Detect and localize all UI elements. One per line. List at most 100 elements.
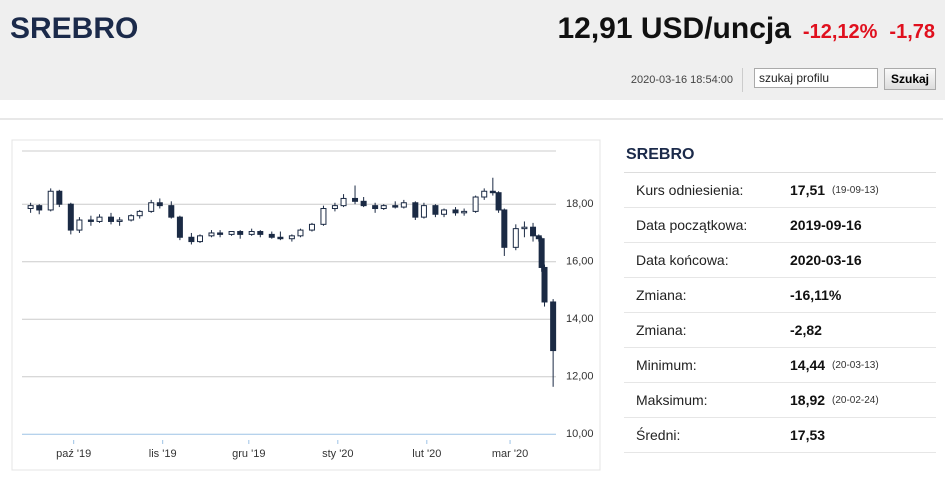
- separator: [742, 68, 743, 92]
- stats-date: (20-02-24): [832, 395, 879, 406]
- x-tick-label: lut '20: [412, 448, 441, 460]
- stats-row: Data początkowa: 2019-09-16: [624, 208, 936, 243]
- candle-body: [412, 202, 419, 218]
- y-tick-label: 16,00: [566, 256, 594, 268]
- candle-body: [197, 235, 203, 243]
- stats-date: (20-03-13): [832, 360, 879, 371]
- stats-label: Zmiana:: [636, 322, 687, 338]
- x-tick-label: lis '19: [149, 448, 177, 460]
- change-abs: -1,78: [889, 21, 935, 43]
- candle-body: [521, 226, 528, 230]
- candle-body: [452, 209, 459, 214]
- stats-date: (19-09-13): [832, 185, 879, 196]
- candle-body: [441, 209, 448, 215]
- candle-body: [472, 196, 479, 212]
- stats-value: 17,53: [790, 427, 826, 443]
- candle-body: [297, 229, 304, 237]
- y-tick-label: 14,00: [566, 313, 594, 325]
- candle-body: [248, 231, 255, 235]
- stats-panel: SREBRO Kurs odniesienia: 17,51 (19-09-13) D…: [624, 140, 936, 453]
- toolbar: 2020-03-16 18:54:00 szukaj profilu Szuka…: [0, 60, 945, 100]
- candle-body: [501, 209, 508, 248]
- candle-body: [36, 205, 43, 211]
- stats-value: 18,92: [790, 392, 826, 408]
- candle-body: [340, 197, 347, 207]
- stats-label: Data początkowa:: [636, 217, 748, 233]
- candle-body: [512, 228, 519, 248]
- candle-body: [27, 205, 34, 210]
- candle-body: [128, 215, 135, 221]
- search-button[interactable]: Szukaj: [884, 68, 936, 90]
- candle-body: [481, 190, 488, 198]
- candle-body: [541, 266, 548, 303]
- timestamp: 2020-03-16 18:54:00: [630, 74, 733, 86]
- x-tick-label: mar '20: [492, 448, 528, 460]
- stats-row: Maksimum: 18,92 (20-02-24): [624, 383, 936, 418]
- candle-body: [176, 216, 183, 238]
- stats-label: Zmiana:: [636, 287, 687, 303]
- candle-body: [420, 205, 427, 218]
- candle-body: [277, 236, 284, 240]
- candle-body: [188, 236, 195, 243]
- candle-body: [372, 205, 379, 210]
- change-pct: -12,12%: [802, 21, 878, 43]
- candle-body: [380, 205, 387, 210]
- candle-body: [461, 210, 468, 214]
- candle-body: [392, 205, 399, 208]
- candle-body: [96, 216, 103, 222]
- candle-body: [257, 231, 264, 235]
- candle-body: [148, 202, 155, 212]
- stats-row: Zmiana: -16,11%: [624, 278, 936, 313]
- candle-body: [76, 219, 83, 231]
- candle-body: [108, 216, 114, 222]
- candle-body: [56, 190, 63, 205]
- candle-body: [489, 190, 496, 194]
- search-input[interactable]: szukaj profilu: [754, 68, 878, 88]
- stats-title: SREBRO: [624, 140, 936, 173]
- stats-value: 17,51: [790, 182, 826, 198]
- stats-row: Średni: 17,53: [624, 418, 936, 453]
- title: SREBRO: [10, 12, 139, 45]
- candle-body: [308, 223, 315, 231]
- stats-label: Średni:: [636, 427, 681, 443]
- candle-body: [432, 205, 439, 215]
- candle-body: [87, 219, 94, 222]
- candle-body: [208, 232, 215, 237]
- stats-label: Maksimum:: [636, 392, 708, 408]
- stats-label: Kurs odniesienia:: [636, 182, 744, 198]
- y-tick-label: 18,00: [566, 198, 594, 210]
- stats-value: -16,11%: [790, 287, 842, 303]
- stats-value: 14,44: [790, 357, 826, 373]
- candle-body: [320, 208, 327, 225]
- stats-row: Zmiana: -2,82: [624, 313, 936, 348]
- stats-row: Minimum: 14,44 (20-03-13): [624, 348, 936, 383]
- candle-body: [168, 205, 175, 218]
- price: 12,91 USD/uncja: [557, 12, 791, 45]
- candle-body: [217, 232, 224, 235]
- content: [0, 118, 943, 480]
- candle-body: [228, 231, 235, 235]
- y-tick-label: 10,00: [566, 428, 594, 440]
- candle-body: [156, 202, 163, 207]
- stats-row: Data końcowa: 2020-03-16: [624, 243, 936, 278]
- candle-body: [47, 190, 54, 211]
- candle-body: [67, 203, 74, 231]
- x-tick-label: sty '20: [322, 448, 353, 460]
- candle-body: [136, 210, 143, 217]
- stats-value: 2020-03-16: [790, 252, 862, 268]
- price-box: 12,91 USD/uncja -12,12% -1,78: [557, 12, 935, 46]
- candle-body: [237, 231, 244, 235]
- stats-label: Data końcowa:: [636, 252, 729, 268]
- candle-body: [495, 192, 502, 211]
- stats-label: Minimum:: [636, 357, 697, 373]
- candle-body: [288, 235, 295, 240]
- stats-value: -2,82: [790, 322, 822, 338]
- candle-body: [268, 233, 275, 238]
- x-tick-label: gru '19: [232, 448, 265, 460]
- stats-value: 2019-09-16: [790, 217, 862, 233]
- chart-frame: [11, 139, 601, 471]
- x-tick-label: paź '19: [56, 448, 91, 460]
